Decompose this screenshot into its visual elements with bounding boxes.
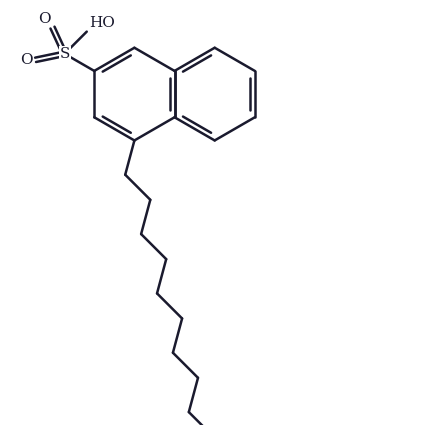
Text: S: S — [59, 47, 70, 61]
Text: O: O — [20, 53, 32, 67]
Text: HO: HO — [89, 16, 115, 29]
Text: O: O — [38, 12, 50, 26]
